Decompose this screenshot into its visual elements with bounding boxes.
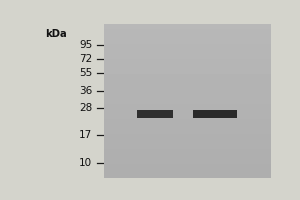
Text: 10: 10 [79,158,92,168]
Text: 2: 2 [214,24,221,37]
Text: 36: 36 [79,86,92,96]
Text: 55: 55 [79,68,92,78]
Bar [137,110,173,118]
Text: 72: 72 [79,54,92,64]
Bar [193,110,238,118]
Text: kDa: kDa [45,29,67,39]
Text: 1: 1 [155,24,162,37]
Text: 17: 17 [79,130,92,140]
Bar [104,24,270,178]
Text: 95: 95 [79,40,92,50]
Text: 28: 28 [79,103,92,113]
